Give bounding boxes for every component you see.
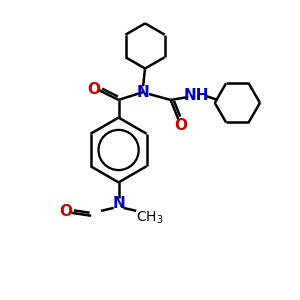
Text: CH$_3$: CH$_3$	[136, 209, 164, 226]
Text: O: O	[59, 204, 72, 219]
Text: O: O	[174, 118, 187, 133]
Text: O: O	[88, 82, 100, 97]
Text: N: N	[137, 85, 149, 100]
Text: N: N	[112, 196, 125, 211]
Text: NH: NH	[183, 88, 209, 103]
